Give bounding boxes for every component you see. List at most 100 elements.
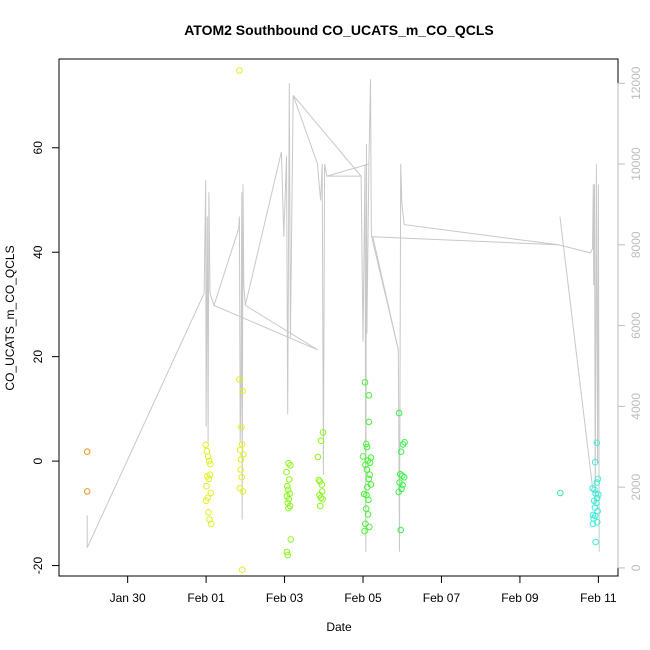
y-tick-label: -20	[31, 557, 45, 575]
altitude-line	[86, 79, 600, 552]
data-point	[591, 486, 598, 494]
data-point	[203, 482, 210, 490]
data-point	[400, 474, 408, 481]
x-tick-label: Feb 09	[501, 591, 539, 605]
data-point	[239, 488, 247, 495]
data-point	[364, 511, 372, 518]
data-point	[204, 453, 212, 460]
data-point	[238, 566, 246, 574]
altitude-connector	[372, 236, 559, 246]
data-point	[238, 423, 245, 431]
data-point	[205, 509, 212, 516]
data-point	[285, 495, 293, 503]
data-point	[318, 481, 326, 488]
data-point	[83, 448, 91, 456]
y-tick-label: 20	[31, 350, 45, 364]
data-point	[359, 453, 367, 460]
data-point	[366, 471, 374, 479]
data-point	[595, 491, 602, 498]
data-point	[589, 485, 596, 492]
data-point	[399, 481, 406, 489]
data-point	[287, 462, 294, 469]
x-tick-label: Feb 01	[187, 591, 225, 605]
data-point	[240, 451, 247, 458]
altitude-layer	[86, 79, 600, 552]
data-point	[284, 551, 292, 559]
data-point	[361, 527, 368, 535]
data-point	[395, 409, 403, 417]
data-point	[593, 479, 601, 486]
altitude-connector	[292, 95, 362, 177]
data-point	[283, 548, 291, 556]
data-point	[284, 482, 291, 490]
data-point	[202, 441, 209, 449]
x-axis: Jan 30 Feb 01 Feb 03 Feb 05 Feb 07 Feb 09 Feb …	[110, 575, 617, 605]
data-point	[238, 441, 246, 448]
data-point	[287, 536, 295, 543]
x-tick-label: Feb 03	[266, 591, 304, 605]
data-point	[363, 443, 371, 451]
data-point	[207, 460, 214, 468]
data-point	[364, 483, 371, 491]
data-point	[362, 505, 370, 512]
data-point	[365, 496, 372, 504]
data-point	[593, 439, 601, 447]
data-point	[366, 523, 373, 531]
data-point	[237, 466, 244, 473]
chart-title: ATOM2 Southbound CO_UCATS_m_CO_QCLS	[184, 22, 494, 38]
data-point	[238, 474, 246, 481]
data-point	[315, 476, 323, 484]
data-point	[314, 453, 322, 461]
data-point	[317, 494, 325, 502]
data-point	[317, 502, 324, 510]
altitude-connector	[213, 304, 318, 351]
y-axis: -20 0 20 40 60	[31, 141, 60, 575]
data-point	[365, 475, 373, 483]
data-point	[283, 468, 290, 476]
data-point	[285, 504, 292, 512]
data-point	[589, 520, 597, 528]
x-tick-label: Feb 07	[423, 591, 461, 605]
points-layer	[83, 67, 602, 574]
x-axis-label: Date	[326, 620, 352, 634]
altitude-connector	[245, 304, 318, 351]
y-axis-label: CO_UCATS_m_CO_QCLS	[3, 245, 17, 390]
data-point	[285, 459, 292, 467]
y-tick-label: 60	[31, 141, 45, 155]
data-point	[207, 520, 215, 528]
right-y-tick-label: 6000	[629, 312, 643, 339]
x-tick-label: Feb 05	[344, 591, 382, 605]
data-point	[557, 489, 564, 497]
data-point	[236, 446, 244, 454]
right-y-axis: 0 2000 4000 6000 8000 10000 12000	[617, 66, 643, 571]
altitude-connector	[326, 163, 370, 177]
data-point	[203, 447, 211, 455]
x-tick-label: Jan 30	[110, 591, 146, 605]
data-point	[236, 67, 243, 74]
data-point	[204, 494, 211, 502]
data-point	[205, 475, 213, 483]
right-y-tick-label: 10000	[629, 147, 643, 181]
data-point	[395, 488, 403, 496]
x-tick-label: Feb 11	[580, 591, 617, 605]
data-point	[361, 379, 369, 386]
right-y-tick-label: 8000	[629, 231, 643, 258]
data-point	[365, 418, 373, 426]
data-point	[286, 476, 293, 483]
data-point	[399, 441, 407, 448]
y-tick-label: 40	[31, 245, 45, 259]
data-point	[397, 448, 405, 456]
data-point	[207, 489, 215, 497]
data-point	[319, 429, 327, 436]
data-point	[319, 495, 326, 503]
right-y-tick-label: 0	[629, 564, 643, 571]
data-point	[367, 454, 375, 461]
data-point	[366, 459, 374, 467]
altitude-connector	[371, 236, 399, 350]
data-point	[398, 472, 406, 480]
data-point	[593, 518, 601, 526]
data-point	[591, 458, 599, 466]
data-point	[594, 475, 602, 483]
data-point	[205, 457, 213, 465]
